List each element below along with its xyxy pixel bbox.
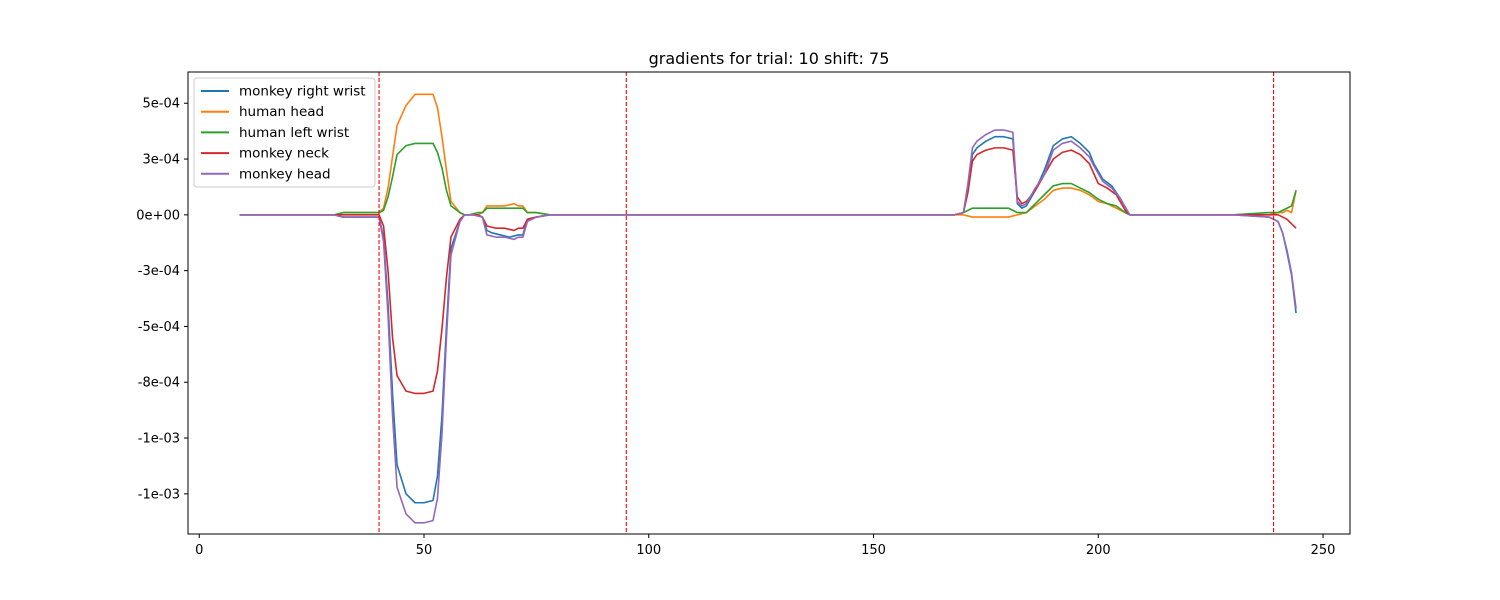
y-tick-label: -5e-04 xyxy=(138,320,180,335)
x-tick-label: 0 xyxy=(195,543,203,558)
x-tick-label: 50 xyxy=(416,543,433,558)
x-tick-label: 250 xyxy=(1311,543,1336,558)
y-tick-label: -1e-03 xyxy=(138,432,180,447)
y-tick-label: -1e-03 xyxy=(138,487,180,502)
x-axis: 0 50 100 150 200 250 xyxy=(195,534,1335,558)
chart-title: gradients for trial: 10 shift: 75 xyxy=(649,49,890,68)
legend-label: human head xyxy=(239,104,324,120)
legend-label: monkey neck xyxy=(239,146,329,162)
legend-label: monkey right wrist xyxy=(239,84,366,100)
y-axis: 5e-04 3e-04 0e+00 -3e-04 -5e-04 -8e-04 -1e-03 -… xyxy=(136,97,188,502)
legend-label: human left wrist xyxy=(239,125,349,141)
y-tick-label: -3e-04 xyxy=(138,264,180,279)
plot-lines xyxy=(239,93,1297,524)
y-tick-label: 5e-04 xyxy=(142,97,180,112)
x-tick-label: 200 xyxy=(1086,543,1111,558)
y-tick-label: 3e-04 xyxy=(142,153,180,168)
x-tick-label: 100 xyxy=(636,543,661,558)
legend: monkey right wrist human head human left w… xyxy=(193,77,376,188)
y-tick-label: 0e+00 xyxy=(136,208,180,223)
y-tick-label: -8e-04 xyxy=(138,376,180,391)
legend-box xyxy=(193,77,376,188)
series-line-4 xyxy=(239,129,1297,524)
vertical-markers xyxy=(378,72,1275,534)
plot-frame xyxy=(187,71,1351,535)
legend-label: monkey head xyxy=(239,166,331,182)
x-tick-label: 150 xyxy=(861,543,886,558)
